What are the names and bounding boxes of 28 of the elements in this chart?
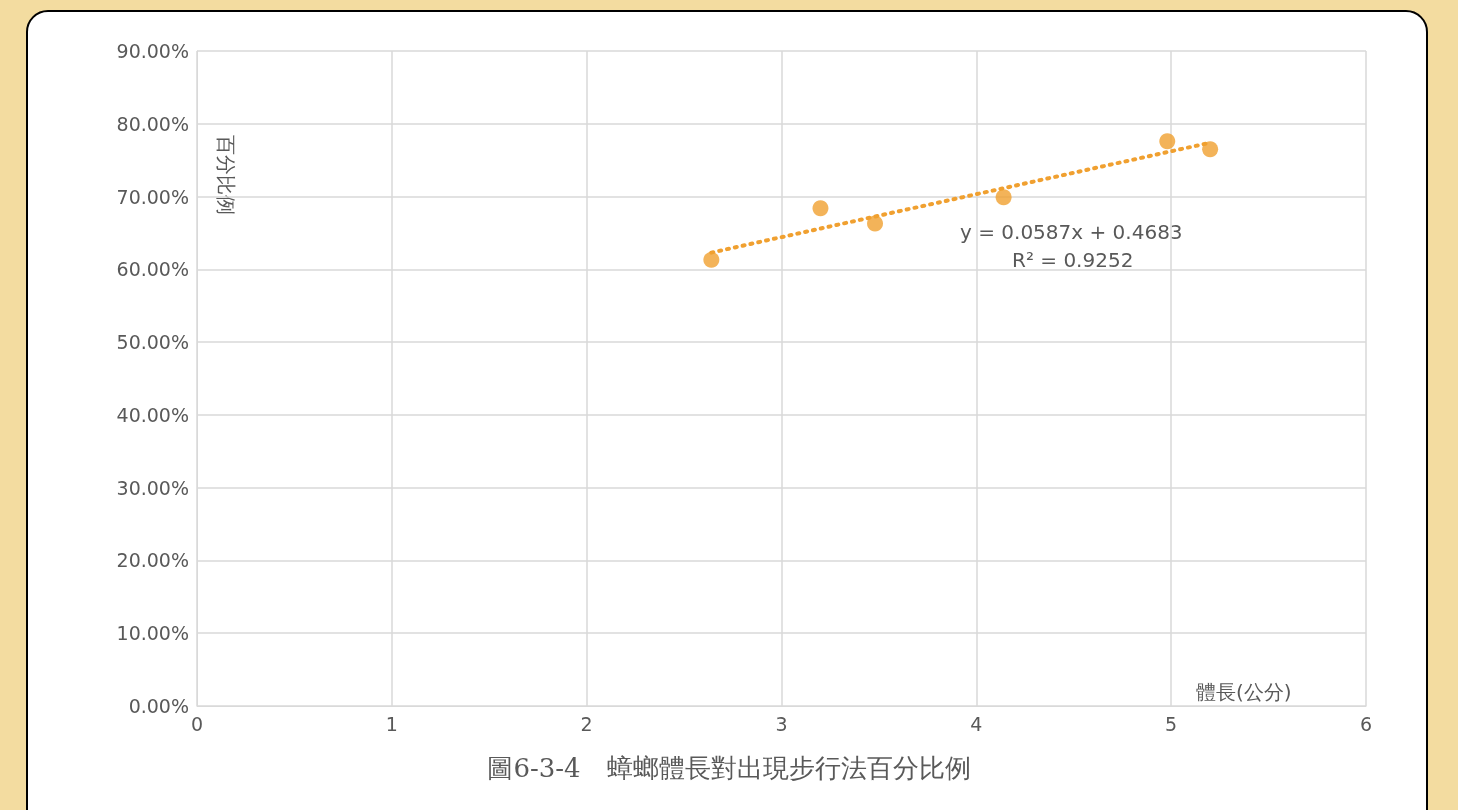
- point: [1159, 133, 1176, 150]
- point: [867, 215, 884, 232]
- x-tick-label: 0: [190, 712, 204, 735]
- x-tick-label: 2: [580, 712, 593, 735]
- annotation: y = 0.0587x + 0.4683: [960, 220, 1183, 244]
- x-tick-label: 3: [775, 712, 788, 735]
- x-tick-label: 4: [970, 712, 983, 735]
- point: [812, 200, 829, 217]
- y-axis-title: 百分比例: [214, 135, 238, 215]
- text: 圖6-3-4 蟑螂體長對出現步行法百分比例: [487, 753, 971, 783]
- point: [703, 251, 720, 268]
- annotation: R² = 0.9252: [1012, 248, 1134, 272]
- y-tick-label: 60.00%: [116, 258, 189, 281]
- y-tick-label: 10.00%: [116, 622, 189, 645]
- x-tick-label: 5: [1165, 712, 1178, 735]
- x-axis-title: 體長(公分): [1196, 680, 1292, 704]
- point: [995, 189, 1012, 206]
- x-tick-label: 1: [385, 712, 398, 735]
- y-tick-label: 70.00%: [116, 185, 189, 208]
- y-tick-label: 0.00%: [128, 695, 189, 717]
- y-tick-label: 50.00%: [116, 331, 189, 354]
- y-tick-label: 80.00%: [116, 112, 189, 135]
- y-tick-label: 90.00%: [116, 40, 189, 62]
- y-tick-label: 20.00%: [116, 549, 189, 572]
- point: [1202, 141, 1219, 158]
- y-tick-label: 30.00%: [116, 476, 189, 499]
- y-tick-label: 40.00%: [116, 403, 189, 426]
- x-tick-label: 6: [1359, 712, 1373, 735]
